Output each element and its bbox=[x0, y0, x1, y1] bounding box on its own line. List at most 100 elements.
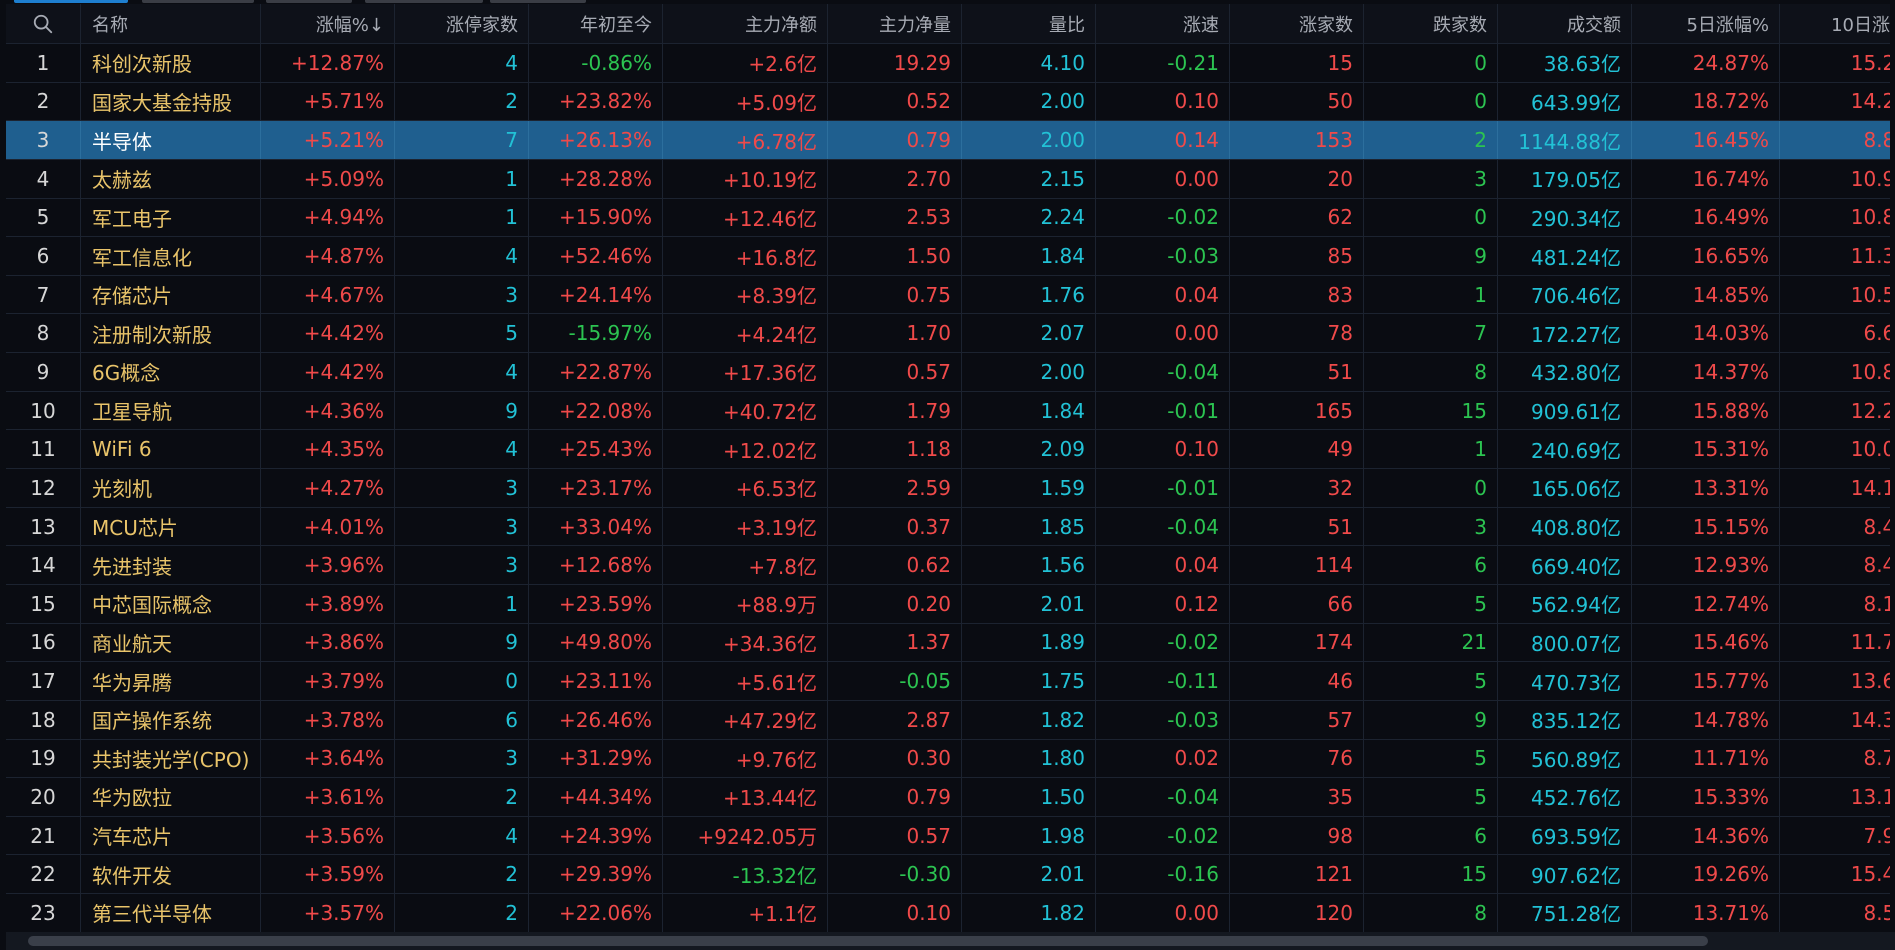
tab-indicator[interactable] bbox=[266, 0, 352, 3]
speed: -0.02 bbox=[1096, 816, 1230, 855]
turnover: 706.46亿 bbox=[1498, 275, 1632, 314]
header-name[interactable]: 名称 bbox=[81, 4, 261, 43]
change-10d: 8.79 bbox=[1863, 746, 1895, 771]
volume-ratio: 1.75 bbox=[962, 662, 1096, 700]
header-ytd[interactable]: 年初至今 bbox=[529, 4, 663, 43]
ytd-change: +26.46% bbox=[529, 700, 663, 739]
table-row[interactable]: 16 商业航天 +3.86% 9 +49.80% +34.36亿 1.37 1.89 -0.02… bbox=[6, 623, 1895, 663]
limit-up-count: 9 bbox=[395, 391, 529, 430]
tab-active-indicator[interactable] bbox=[14, 0, 128, 3]
speed: 0.00 bbox=[1096, 894, 1230, 932]
table-row[interactable]: 4 太赫兹 +5.09% 1 +28.28% +10.19亿 2.70 2.15 0.00 20 3… bbox=[6, 159, 1895, 199]
sector-name: 军工电子 bbox=[81, 198, 261, 237]
row-index: 17 bbox=[6, 662, 81, 700]
header-speed[interactable]: 涨速 bbox=[1096, 4, 1230, 43]
ytd-change: +44.34% bbox=[529, 778, 663, 816]
up-count: 51 bbox=[1230, 353, 1364, 391]
up-count: 49 bbox=[1230, 430, 1364, 469]
table-row[interactable]: 17 华为昇腾 +3.79% 0 +23.11% +5.61亿 -0.05 1.75 -0.11… bbox=[6, 662, 1895, 701]
speed: 0.04 bbox=[1096, 546, 1230, 584]
table-row[interactable]: 12 光刻机 +4.27% 3 +23.17% +6.53亿 2.59 1.59 -0.01 32… bbox=[6, 469, 1895, 508]
ytd-change: +33.04% bbox=[529, 507, 663, 546]
up-count: 165 bbox=[1230, 391, 1364, 430]
header-change-pct-sorted[interactable]: 涨幅%↓ bbox=[261, 4, 395, 43]
row-index: 4 bbox=[6, 159, 81, 198]
change-10d: 11.78 bbox=[1850, 630, 1895, 655]
header-main-net-volume[interactable]: 主力净量 bbox=[828, 4, 962, 43]
down-count: 5 bbox=[1364, 662, 1498, 700]
header-volume-ratio[interactable]: 量比 bbox=[962, 4, 1096, 43]
table-row[interactable]: 5 军工电子 +4.94% 1 +15.90% +12.46亿 2.53 2.24 -0.02 6… bbox=[6, 198, 1895, 238]
speed: -0.04 bbox=[1096, 507, 1230, 546]
main-net-amount: +4.24亿 bbox=[663, 314, 828, 353]
table-row[interactable]: 3 半导体 +5.21% 7 +26.13% +6.78亿 0.79 2.00 0.14 153 2… bbox=[6, 121, 1895, 160]
table-row[interactable]: 19 共封装光学(CPO) +3.64% 3 +31.29% +9.76亿 0.30 1.80… bbox=[6, 739, 1895, 779]
header-up-count[interactable]: 涨家数 bbox=[1230, 4, 1364, 43]
table-row[interactable]: 14 先进封装 +3.96% 3 +12.68% +7.8亿 0.62 1.56 0.04 114… bbox=[6, 546, 1895, 585]
main-net-volume: 2.87 bbox=[828, 700, 962, 739]
row-index: 12 bbox=[6, 469, 81, 507]
table-row[interactable]: 22 软件开发 +3.59% 2 +29.39% -13.32亿 -0.30 2.01 -0.1… bbox=[6, 855, 1895, 895]
turnover: 290.34亿 bbox=[1498, 198, 1632, 237]
table-row[interactable]: 18 国产操作系统 +3.78% 6 +26.46% +47.29亿 2.87 1.82 -0.… bbox=[6, 700, 1895, 740]
down-count: 0 bbox=[1364, 469, 1498, 507]
main-net-volume: 0.10 bbox=[828, 894, 962, 932]
change-5d: 13.71% bbox=[1632, 894, 1780, 932]
main-net-volume: 0.30 bbox=[828, 739, 962, 778]
tab-indicator[interactable] bbox=[142, 0, 254, 3]
table-row[interactable]: 8 注册制次新股 +4.42% 5 -15.97% +4.24亿 1.70 2.07 0.00 7… bbox=[6, 314, 1895, 354]
tab-indicator[interactable] bbox=[365, 0, 483, 3]
volume-ratio: 1.82 bbox=[962, 700, 1096, 739]
table-row[interactable]: 20 华为欧拉 +3.61% 2 +44.34% +13.44亿 0.79 1.50 -0.04… bbox=[6, 778, 1895, 817]
change-pct: +3.89% bbox=[261, 584, 395, 623]
table-row[interactable]: 11 WiFi 6 +4.35% 4 +25.43% +12.02亿 1.18 2.09 0.1… bbox=[6, 430, 1895, 470]
volume-ratio: 2.01 bbox=[962, 855, 1096, 894]
turnover: 751.28亿 bbox=[1498, 894, 1632, 932]
scrollbar-thumb[interactable] bbox=[28, 936, 1708, 946]
table-row[interactable]: 10 卫星导航 +4.36% 9 +22.08% +40.72亿 1.79 1.84 -0.01… bbox=[6, 391, 1895, 431]
header-5d-change[interactable]: 5日涨幅% bbox=[1632, 4, 1780, 43]
header-main-net-amount[interactable]: 主力净额 bbox=[663, 4, 828, 43]
main-net-amount: +6.53亿 bbox=[663, 469, 828, 507]
header-10d-change[interactable]: 10日涨幅 bbox=[1831, 14, 1895, 36]
table-row[interactable]: 15 中芯国际概念 +3.89% 1 +23.59% +88.9万 0.20 2.01 0.12… bbox=[6, 584, 1895, 624]
speed: -0.01 bbox=[1096, 391, 1230, 430]
row-index: 9 bbox=[6, 353, 81, 391]
turnover: 907.62亿 bbox=[1498, 855, 1632, 894]
change-pct: +3.79% bbox=[261, 662, 395, 700]
main-net-amount: +9242.05万 bbox=[663, 816, 828, 855]
header-down-count[interactable]: 跌家数 bbox=[1364, 4, 1498, 43]
change-pct: +3.86% bbox=[261, 623, 395, 662]
sector-name: 中芯国际概念 bbox=[81, 584, 261, 623]
main-net-amount: +6.78亿 bbox=[663, 121, 828, 159]
horizontal-scrollbar[interactable] bbox=[6, 932, 1895, 950]
search-icon[interactable] bbox=[32, 13, 54, 35]
table-row[interactable]: 9 6G概念 +4.42% 4 +22.87% +17.36亿 0.57 2.00 -0.04 5… bbox=[6, 353, 1895, 392]
table-row[interactable]: 13 MCU芯片 +4.01% 3 +33.04% +3.19亿 0.37 1.85 -0.04… bbox=[6, 507, 1895, 547]
row-index: 22 bbox=[6, 855, 81, 894]
table-row[interactable]: 1 科创次新股 +12.87% 4 -0.86% +2.6亿 19.29 4.10 -0.21 1… bbox=[6, 44, 1895, 83]
table-row[interactable]: 23 第三代半导体 +3.57% 2 +22.06% +1.1亿 0.10 1.82 0.00 1… bbox=[6, 894, 1895, 933]
row-index: 20 bbox=[6, 778, 81, 816]
change-5d: 13.31% bbox=[1632, 469, 1780, 507]
table-row[interactable]: 7 存储芯片 +4.67% 3 +24.14% +8.39亿 0.75 1.76 0.04 83 1… bbox=[6, 275, 1895, 315]
header-turnover[interactable]: 成交额 bbox=[1498, 4, 1632, 43]
limit-up-count: 3 bbox=[395, 546, 529, 584]
search-button[interactable] bbox=[6, 4, 81, 43]
ytd-change: +28.28% bbox=[529, 159, 663, 198]
limit-up-count: 9 bbox=[395, 623, 529, 662]
table-row[interactable]: 21 汽车芯片 +3.56% 4 +24.39% +9242.05万 0.57 1.98 -0.… bbox=[6, 816, 1895, 856]
main-net-volume: 0.52 bbox=[828, 82, 962, 121]
sector-name: 商业航天 bbox=[81, 623, 261, 662]
sector-name: 半导体 bbox=[81, 121, 261, 159]
row-index: 19 bbox=[6, 739, 81, 778]
header-limit-up-count[interactable]: 涨停家数 bbox=[395, 4, 529, 43]
turnover: 481.24亿 bbox=[1498, 237, 1632, 275]
up-count: 66 bbox=[1230, 584, 1364, 623]
change-5d: 14.78% bbox=[1632, 700, 1780, 739]
change-10d: 8.49 bbox=[1863, 553, 1895, 578]
table-row[interactable]: 2 国家大基金持股 +5.71% 2 +23.82% +5.09亿 0.52 2.00 0.10… bbox=[6, 82, 1895, 122]
table-row[interactable]: 6 军工信息化 +4.87% 4 +52.46% +16.8亿 1.50 1.84 -0.03 8… bbox=[6, 237, 1895, 276]
tab-indicator[interactable] bbox=[490, 0, 586, 3]
main-net-volume: 1.18 bbox=[828, 430, 962, 469]
